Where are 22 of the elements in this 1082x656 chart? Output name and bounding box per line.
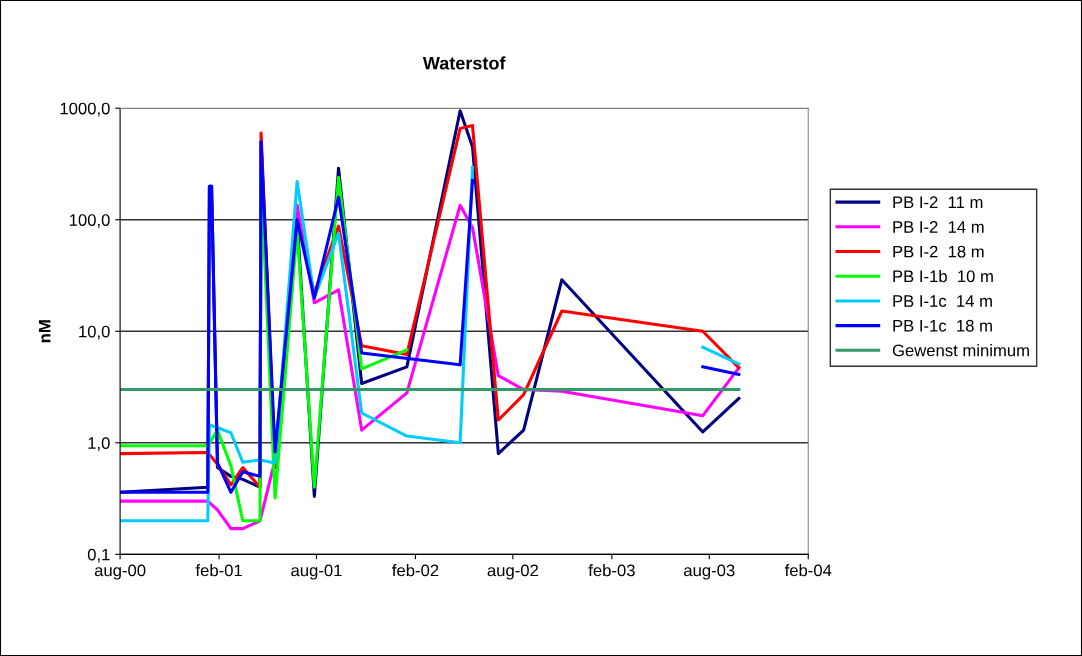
legend-label: PB I-2 11 m [893,196,983,208]
y-tick-label: 10,0 [79,325,110,340]
legend-label: PB I-1c 14 m [893,295,992,307]
x-tick-label: feb-02 [392,564,439,577]
legend-label: Gewenst minimum [892,344,1029,357]
legend-label: PB I-1c 18 m [893,319,992,332]
x-tick-label: feb-01 [195,564,242,577]
x-tick-label: aug-02 [487,564,538,580]
y-tick-label: 1,0 [88,437,110,451]
legend-label: PB I-2 14 m [893,221,984,233]
x-tick-label: feb-04 [784,564,832,577]
x-tick-label: aug-00 [94,564,146,580]
y-tick-label: 100,0 [69,214,110,228]
chart-title: Waterstof [422,56,506,70]
legend-label: PB I-2 18 m [893,245,984,258]
legend-label: PB I-1b 10 m [893,269,993,283]
x-tick-label: aug-03 [684,564,735,580]
x-tick-label: aug-01 [291,564,342,580]
y-tick-label: 0,1 [87,548,110,563]
y-axis-title: nM [38,320,51,343]
x-tick-label: feb-03 [588,564,635,577]
y-tick-label: 1000,0 [60,102,110,117]
